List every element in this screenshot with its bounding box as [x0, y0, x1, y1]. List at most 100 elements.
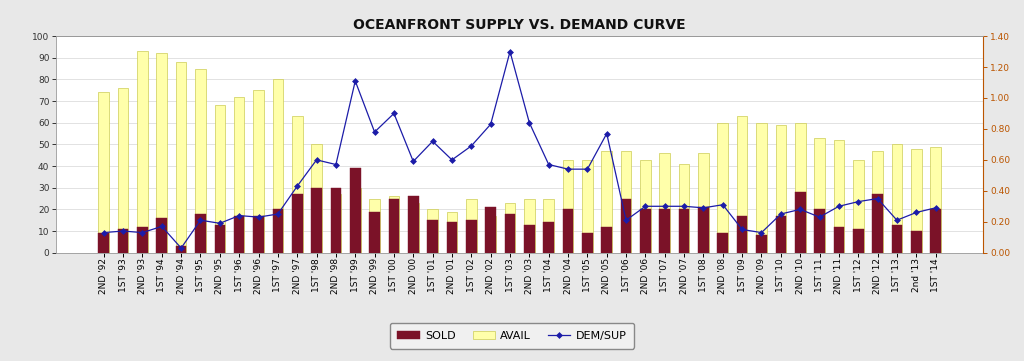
DEM/SUP	[794, 207, 806, 212]
Bar	[233, 216, 245, 253]
Bar	[930, 147, 941, 253]
Bar	[892, 225, 902, 253]
Bar	[775, 216, 786, 253]
Bar	[659, 153, 670, 253]
Bar	[834, 140, 844, 253]
DEM/SUP	[833, 204, 845, 208]
DEM/SUP	[214, 221, 226, 226]
DEM/SUP	[852, 200, 864, 204]
DEM/SUP	[504, 49, 516, 54]
DEM/SUP	[408, 159, 420, 164]
Bar	[756, 235, 767, 253]
DEM/SUP	[445, 158, 458, 162]
Bar	[137, 51, 147, 253]
DEM/SUP	[813, 215, 825, 219]
DEM/SUP	[582, 167, 594, 171]
DEM/SUP	[156, 224, 168, 229]
Bar	[640, 209, 650, 253]
Bar	[331, 194, 341, 253]
Legend: SOLD, AVAIL, DEM/SUP: SOLD, AVAIL, DEM/SUP	[390, 323, 634, 348]
DEM/SUP	[543, 162, 555, 167]
Bar	[157, 218, 167, 253]
Bar	[331, 188, 341, 253]
DEM/SUP	[426, 139, 438, 143]
DEM/SUP	[871, 196, 884, 201]
Bar	[485, 216, 496, 253]
Bar	[698, 153, 709, 253]
Bar	[350, 168, 360, 253]
Bar	[505, 214, 515, 253]
Bar	[408, 196, 419, 253]
DEM/SUP	[678, 204, 690, 208]
Bar	[601, 227, 612, 253]
Bar	[911, 149, 922, 253]
Bar	[524, 199, 535, 253]
Bar	[892, 144, 902, 253]
Bar	[524, 225, 535, 253]
Bar	[176, 246, 186, 253]
DEM/SUP	[736, 227, 749, 232]
Bar	[563, 209, 573, 253]
Bar	[718, 233, 728, 253]
Bar	[872, 194, 883, 253]
DEM/SUP	[601, 131, 613, 136]
Bar	[214, 105, 225, 253]
Bar	[253, 90, 264, 253]
DEM/SUP	[233, 213, 246, 218]
Bar	[834, 227, 844, 253]
DEM/SUP	[717, 203, 729, 207]
Bar	[118, 229, 128, 253]
DEM/SUP	[620, 218, 632, 222]
Bar	[544, 199, 554, 253]
DEM/SUP	[697, 206, 710, 210]
Bar	[872, 151, 883, 253]
DEM/SUP	[271, 212, 284, 216]
Bar	[659, 209, 670, 253]
DEM/SUP	[562, 167, 574, 171]
Bar	[98, 233, 110, 253]
Bar	[272, 79, 284, 253]
Bar	[196, 214, 206, 253]
Bar	[601, 151, 612, 253]
DEM/SUP	[252, 215, 264, 219]
Bar	[853, 229, 863, 253]
DEM/SUP	[910, 210, 923, 215]
Bar	[292, 194, 302, 253]
Bar	[679, 209, 689, 253]
Bar	[640, 160, 650, 253]
Line: DEM/SUP: DEM/SUP	[101, 49, 938, 250]
Bar	[253, 216, 264, 253]
Bar	[544, 222, 554, 253]
Bar	[446, 212, 458, 253]
DEM/SUP	[388, 111, 400, 116]
Bar	[389, 196, 399, 253]
Bar	[311, 144, 322, 253]
DEM/SUP	[291, 184, 303, 188]
Bar	[408, 203, 419, 253]
Bar	[718, 123, 728, 253]
Bar	[427, 220, 438, 253]
Bar	[621, 199, 632, 253]
Bar	[930, 209, 941, 253]
DEM/SUP	[349, 79, 361, 83]
DEM/SUP	[117, 229, 129, 233]
DEM/SUP	[523, 121, 536, 125]
Bar	[233, 97, 245, 253]
Bar	[466, 220, 476, 253]
Bar	[272, 209, 284, 253]
Bar	[389, 199, 399, 253]
Bar	[814, 209, 825, 253]
Bar	[795, 192, 806, 253]
DEM/SUP	[310, 158, 323, 162]
DEM/SUP	[658, 204, 671, 208]
DEM/SUP	[369, 130, 381, 134]
DEM/SUP	[484, 122, 497, 126]
Bar	[737, 216, 748, 253]
Bar	[853, 160, 863, 253]
Bar	[911, 231, 922, 253]
DEM/SUP	[465, 144, 477, 148]
Bar	[98, 92, 110, 253]
DEM/SUP	[136, 230, 148, 235]
Bar	[214, 225, 225, 253]
DEM/SUP	[175, 246, 187, 250]
